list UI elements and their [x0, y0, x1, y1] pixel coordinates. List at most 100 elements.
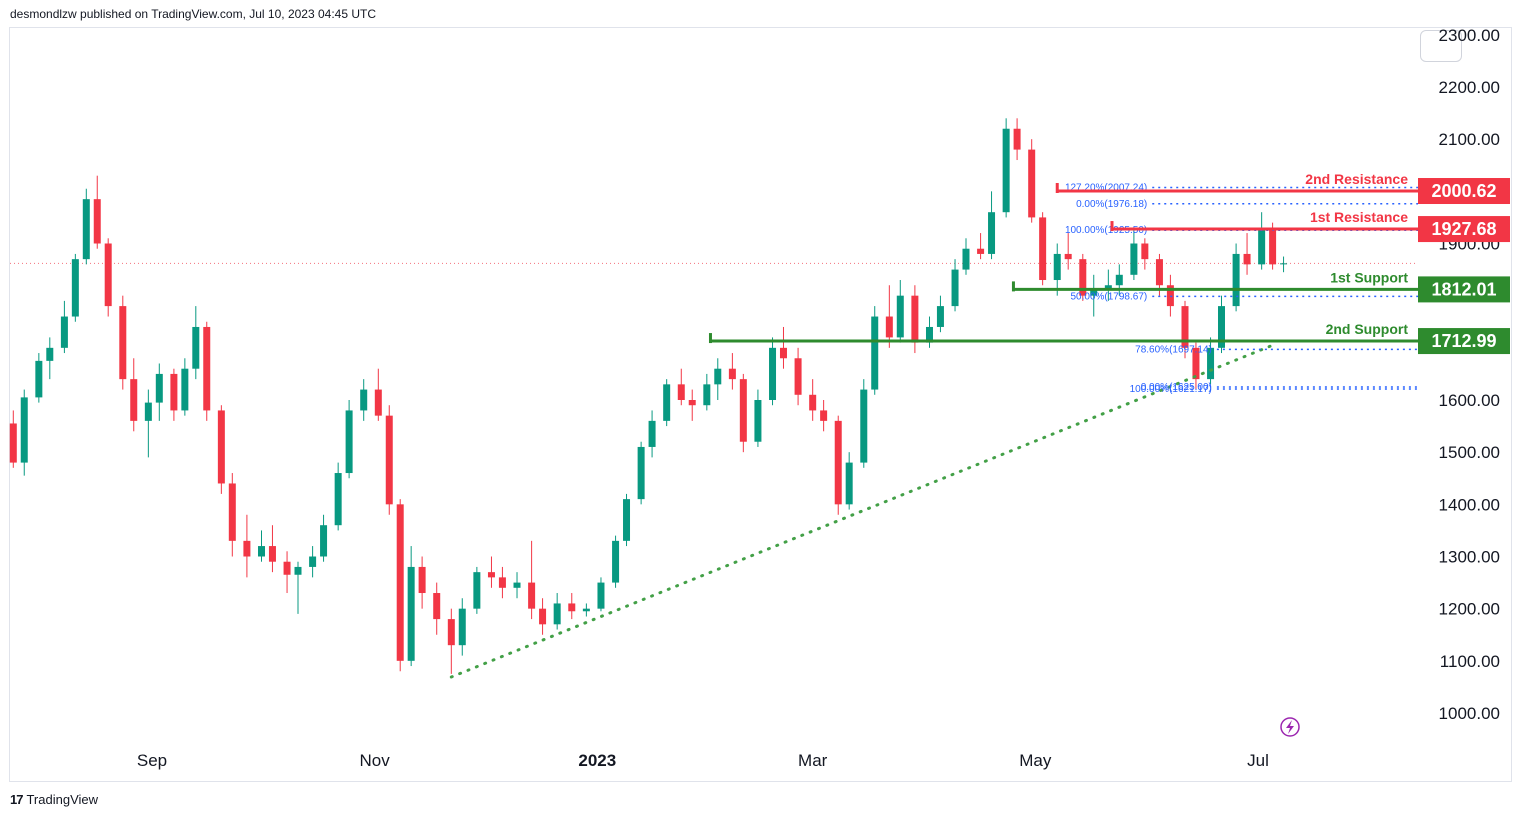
candle-body — [677, 384, 685, 400]
y-tick-label: 1200.00 — [1439, 600, 1500, 619]
candle-body — [1028, 149, 1036, 218]
candle-body — [181, 368, 189, 411]
candle-body — [1039, 217, 1047, 281]
fib-label: 50.00%(1798.67) — [1071, 291, 1148, 302]
candle-body — [754, 400, 762, 442]
candle-body — [539, 608, 547, 625]
candles — [9, 118, 1288, 674]
fib-label: 0.00%(1976.18) — [1076, 199, 1147, 210]
lightning-icon[interactable] — [1280, 717, 1300, 737]
candle-body — [1104, 285, 1112, 291]
candle-body — [9, 423, 17, 463]
candle-body — [1053, 253, 1061, 281]
candle-body — [1243, 253, 1251, 265]
candle-body — [871, 316, 879, 390]
candle-body — [320, 525, 328, 557]
support-label: 2nd Support — [1326, 321, 1409, 337]
candle-body — [553, 603, 561, 625]
x-tick-label: Nov — [360, 751, 391, 770]
candle-body — [498, 577, 506, 588]
candle-body — [528, 582, 536, 609]
candle-body — [568, 603, 576, 612]
candle-body — [637, 446, 645, 500]
y-tick-label: 1300.00 — [1439, 548, 1500, 567]
candle-body — [130, 379, 138, 421]
candle-body — [119, 306, 127, 380]
candle-body — [1192, 347, 1200, 380]
candle-body — [988, 212, 996, 254]
candle-body — [714, 368, 722, 385]
candle-body — [860, 389, 868, 463]
support-price-label: 1712.99 — [1431, 331, 1496, 351]
candle-body — [925, 326, 933, 343]
candle-body — [170, 373, 178, 411]
resistance-label: 2nd Resistance — [1305, 171, 1408, 187]
candle-body — [885, 316, 893, 338]
candle-body — [334, 473, 342, 526]
x-axis-ticks: Sep Nov 2023 Mar May Jul — [137, 751, 1269, 770]
candle-body — [144, 402, 152, 421]
candle-body — [845, 462, 853, 505]
candle-body — [739, 379, 747, 442]
publish-info: desmondlzw published on TradingView.com,… — [10, 7, 376, 21]
y-tick-label: 2300.00 — [1439, 26, 1500, 45]
candle-body — [623, 499, 631, 541]
candle-body — [418, 566, 426, 594]
menu-button[interactable] — [1420, 30, 1462, 62]
candle-body — [962, 248, 970, 270]
candle-body — [1115, 274, 1123, 286]
fibonacci-levels: 127.20%(2007.24) 0.00%(1976.18) 100.00%(19… — [1065, 183, 1418, 395]
candle-body — [911, 295, 919, 343]
candle-body — [487, 572, 495, 578]
candle-body — [820, 410, 828, 421]
y-tick-label: 1600.00 — [1439, 391, 1500, 410]
trendline — [449, 343, 1275, 679]
y-axis-ticks: 1000.00 1100.00 1200.00 1300.00 1400.00 1500.… — [1439, 26, 1500, 723]
candle-body — [769, 347, 777, 400]
candle-body — [374, 389, 382, 416]
tradingview-logo-icon: 17 — [10, 792, 24, 807]
x-tick-label: May — [1019, 751, 1052, 770]
candle-body — [385, 415, 393, 505]
candle-body — [663, 384, 671, 421]
chart-frame — [9, 27, 1512, 782]
y-tick-label: 1000.00 — [1439, 704, 1500, 723]
candle-body — [35, 360, 43, 398]
candle-body — [688, 400, 696, 406]
candle-body — [104, 243, 112, 307]
resistance-price-badge — [1418, 178, 1510, 205]
candle-body — [82, 199, 90, 260]
y-tick-label: 1500.00 — [1439, 443, 1500, 462]
support-price-label: 1812.01 — [1431, 279, 1496, 299]
candle-body — [203, 326, 211, 411]
candle-body — [582, 608, 590, 612]
brand-name: TradingView — [26, 792, 99, 807]
candle-body — [1002, 128, 1010, 213]
support-label: 1st Support — [1330, 269, 1408, 285]
candle-body — [794, 358, 802, 395]
candle-body — [951, 269, 959, 307]
x-tick-label: Jul — [1247, 751, 1269, 770]
candle-body — [703, 384, 711, 406]
candle-body — [1079, 259, 1087, 296]
candle-body — [1013, 128, 1021, 150]
candle-body — [1280, 263, 1288, 265]
y-tick-label: 2200.00 — [1439, 78, 1500, 97]
candle-body — [345, 410, 353, 474]
resistance-price-label: 1927.68 — [1431, 219, 1496, 239]
candle-body — [447, 619, 455, 646]
fib-label: 127.20%(2007.24) — [1065, 183, 1147, 194]
x-tick-label: 2023 — [578, 751, 616, 770]
candle-body — [1155, 259, 1163, 286]
candle-body — [1064, 253, 1072, 260]
support-price-badge — [1418, 276, 1510, 303]
candle-body — [513, 582, 521, 588]
candle-body — [834, 420, 842, 505]
support-resistance-levels: 2nd Resistance 2000.62 1st Resistance 1927.… — [708, 171, 1510, 355]
candle-body — [407, 566, 415, 661]
candle-body — [1090, 290, 1098, 296]
candle-body — [60, 316, 68, 348]
fib-label: 0.00%(1625.00) — [1141, 382, 1212, 393]
candle-body — [809, 394, 817, 411]
